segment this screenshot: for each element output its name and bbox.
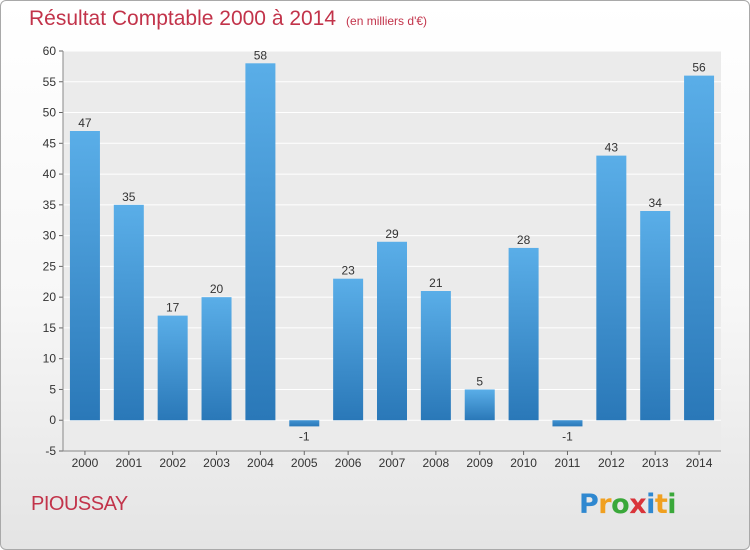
data-label-2013: 34 xyxy=(649,196,663,210)
x-tick-label: 2003 xyxy=(203,456,230,470)
x-tick-label: 2008 xyxy=(423,456,450,470)
y-tick-label: 30 xyxy=(43,229,57,243)
bar-2014 xyxy=(684,75,715,421)
x-tick-label: 2006 xyxy=(335,456,362,470)
x-tick-label: 2013 xyxy=(642,456,669,470)
chart-title-text: Résultat Comptable 2000 à 2014 xyxy=(29,7,337,30)
bar-2000 xyxy=(69,131,100,421)
x-tick-label: 2002 xyxy=(159,456,186,470)
y-tick-label: 55 xyxy=(43,75,57,89)
bars xyxy=(69,63,715,427)
y-tick-label: 60 xyxy=(43,44,57,58)
bar-2012 xyxy=(596,155,627,421)
x-tick-label: 2001 xyxy=(115,456,142,470)
y-tick-label: 5 xyxy=(49,382,56,396)
commune-name: PIOUSSAY xyxy=(31,493,128,515)
y-tick-label: 15 xyxy=(43,321,57,335)
proxiti-logo: Proxiti xyxy=(579,489,677,520)
bar-2013 xyxy=(640,211,671,421)
y-tick-label: 25 xyxy=(43,259,57,273)
y-tick-label: 45 xyxy=(43,136,57,150)
y-tick-label: 35 xyxy=(43,198,57,212)
y-tick-label: 50 xyxy=(43,106,57,120)
data-label-2011: -1 xyxy=(562,429,573,443)
x-tick-label: 2007 xyxy=(379,456,406,470)
data-label-2014: 56 xyxy=(692,61,706,75)
chart-title: Résultat Comptable 2000 à 2014 (en millie… xyxy=(29,7,427,31)
data-label-2007: 29 xyxy=(385,227,399,241)
y-tick-label: 20 xyxy=(43,290,57,304)
x-tick-label: 2012 xyxy=(598,456,625,470)
data-label-2009: 5 xyxy=(476,374,483,388)
y-tick-label: 0 xyxy=(49,413,56,427)
bar-2001 xyxy=(113,204,144,421)
data-label-2010: 28 xyxy=(517,233,531,247)
bar-2007 xyxy=(377,241,407,421)
bar-2003 xyxy=(201,297,232,421)
y-tick-label: -5 xyxy=(45,444,56,458)
x-tick-label: 2005 xyxy=(291,456,318,470)
data-label-2002: 17 xyxy=(166,301,180,315)
x-tick-label: 2009 xyxy=(466,456,493,470)
data-label-2006: 23 xyxy=(341,264,355,278)
data-label-2004: 58 xyxy=(254,48,268,62)
y-tick-label: 40 xyxy=(43,167,57,181)
bar-2011 xyxy=(552,420,583,427)
chart-unit-note: (en milliers d'€) xyxy=(346,14,428,28)
x-tick-label: 2000 xyxy=(72,456,99,470)
bar-2004 xyxy=(245,63,276,421)
y-tick-label: 10 xyxy=(43,352,57,366)
x-axis: 2000 2001 2002 2003 2004 2005 2006 2007 2008 2009… xyxy=(72,451,713,470)
bar-2005 xyxy=(289,420,320,427)
bar-2002 xyxy=(157,315,188,421)
data-label-2003: 20 xyxy=(210,282,224,296)
data-label-2012: 43 xyxy=(605,141,619,155)
x-tick-label: 2011 xyxy=(555,456,581,470)
data-labels: 47 35 17 20 58 -1 23 29 21 5 28 -1 43 34 56 xyxy=(78,48,706,443)
bar-2006 xyxy=(333,278,364,421)
bar-2009 xyxy=(464,389,495,421)
data-label-2001: 35 xyxy=(122,190,136,204)
bar-2008 xyxy=(420,291,451,421)
x-tick-label: 2004 xyxy=(247,456,274,470)
data-label-2000: 47 xyxy=(78,116,92,130)
bar-2010 xyxy=(508,247,539,421)
x-tick-label: 2010 xyxy=(510,456,537,470)
x-tick-label: 2014 xyxy=(686,456,713,470)
data-label-2008: 21 xyxy=(429,276,443,290)
data-label-2005: -1 xyxy=(299,429,310,443)
